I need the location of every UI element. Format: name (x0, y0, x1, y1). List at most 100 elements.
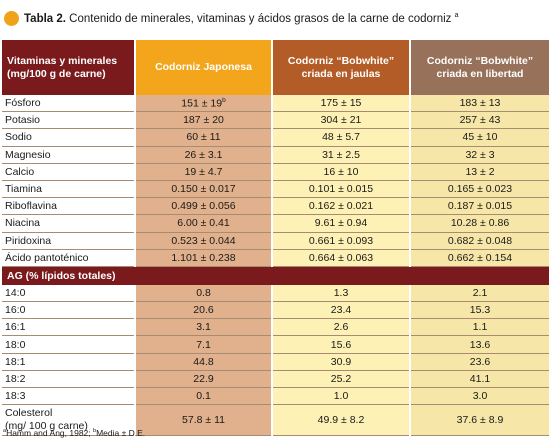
cell-bobwhite-libertad: 0.187 ± 0.015 (409, 197, 549, 216)
cell-japonesa: 187 ± 20 (134, 111, 272, 130)
cell-value: 60 ± 11 (186, 131, 221, 144)
cell-value: 1.101 ± 0.238 (171, 251, 236, 264)
cell-value: 151 ± 19 (181, 97, 223, 110)
footnote-note: Media ± D.E. (96, 428, 146, 438)
cell-bobwhite-jaulas: 0.661 ± 0.093 (271, 232, 410, 250)
table-row: 18:2 22.9 25.2 41.1 (2, 370, 549, 389)
cell-japonesa: 3.1 (134, 318, 272, 337)
cell-bobwhite-libertad: 1.1 (409, 318, 549, 337)
cell-japonesa: 1.101 ± 0.238 (134, 249, 272, 267)
title-superscript: a (454, 12, 459, 19)
cell-japonesa: 22.9 (134, 370, 272, 389)
row-label: Ácido pantoténico (2, 249, 135, 267)
bullet-dot-icon (4, 11, 19, 26)
cell-bobwhite-jaulas: 2.6 (271, 318, 410, 337)
row-label: Sodio (2, 128, 135, 147)
row-label: Piridoxina (2, 232, 135, 250)
cell-value: 6.00 ± 0.41 (177, 217, 230, 230)
cell-value: 187 ± 20 (183, 114, 224, 127)
cell-bobwhite-jaulas: 25.2 (271, 370, 410, 389)
footnote-source: Hamm and Ang, 1982; (6, 428, 94, 438)
table-row: Tiamina 0.150 ± 0.017 0.101 ± 0.015 0.165 ±… (2, 180, 549, 199)
cell-bobwhite-jaulas: 9.61 ± 0.94 (271, 214, 410, 233)
footnote-sup-a: a (3, 428, 7, 435)
cell-bobwhite-libertad: 41.1 (409, 370, 549, 389)
table-row: Piridoxina 0.523 ± 0.044 0.661 ± 0.093 0.68… (2, 232, 549, 250)
minerals-body: Fósforo 151 ± 19b 175 ± 15 183 ± 13 Potasio 1… (2, 95, 549, 267)
table-row: Magnesio 26 ± 3.1 31 ± 2.5 32 ± 3 (2, 146, 549, 164)
cell-bobwhite-jaulas: 49.9 ± 8.2 (271, 404, 410, 437)
title-caption: Contenido de minerales, vitaminas y ácid… (69, 12, 452, 25)
cell-value: 3.1 (196, 321, 211, 334)
cell-japonesa: 0.1 (134, 387, 272, 406)
table-row: Calcio 19 ± 4.7 16 ± 10 13 ± 2 (2, 163, 549, 181)
table-row: 14:0 0.8 1.3 2.1 (2, 284, 549, 303)
colesterol-body: Colesterol (mg/ 100 g carne) 57.8 ± 11 49… (2, 404, 549, 437)
row-label: 18:2 (2, 370, 135, 389)
row-label: 18:3 (2, 387, 135, 406)
cell-bobwhite-jaulas: 16 ± 10 (271, 163, 410, 181)
cell-japonesa: 60 ± 11 (134, 128, 272, 147)
colesterol-unit: (mg/ 100 g carne) (5, 420, 88, 433)
row-label: 14:0 (2, 284, 135, 303)
cell-value: 0.523 ± 0.044 (171, 234, 236, 247)
ag-section: AG (% lípidos totales) (2, 266, 549, 285)
row-label: Fósforo (2, 95, 135, 113)
cell-japonesa: 20.6 (134, 301, 272, 320)
table-row: Ácido pantoténico 1.101 ± 0.238 0.664 ± 0.… (2, 249, 549, 267)
cell-value: 0.499 ± 0.056 (171, 200, 236, 213)
cell-japonesa: 44.8 (134, 353, 272, 371)
row-label: Colesterol (mg/ 100 g carne) (2, 404, 135, 437)
cell-bobwhite-libertad: 15.3 (409, 301, 549, 320)
row-label: Tiamina (2, 180, 135, 199)
cell-value: 0.1 (196, 390, 211, 403)
nutrient-table: Vitaminas y minerales (mg/100 g de carne… (2, 40, 549, 437)
cell-bobwhite-jaulas: 304 ± 21 (271, 111, 410, 130)
header-bobwhite-jaulas: Codorniz “Bobwhite” criada en jaulas (271, 40, 410, 95)
cell-value: 26 ± 3.1 (184, 148, 223, 161)
cell-bobwhite-jaulas: 31 ± 2.5 (271, 146, 410, 164)
cell-value: 0.8 (196, 286, 211, 299)
cell-bobwhite-jaulas: 175 ± 15 (271, 95, 410, 113)
row-label: Potasio (2, 111, 135, 130)
table-row: 18:1 44.8 30.9 23.6 (2, 353, 549, 371)
table-row: Riboflavina 0.499 ± 0.056 0.162 ± 0.021 0.1… (2, 197, 549, 216)
cell-value: 19 ± 4.7 (184, 165, 223, 178)
cell-bobwhite-jaulas: 0.101 ± 0.015 (271, 180, 410, 199)
cell-bobwhite-libertad: 0.682 ± 0.048 (409, 232, 549, 250)
header-row: Vitaminas y minerales (mg/100 g de carne… (2, 40, 549, 95)
cell-japonesa: 0.523 ± 0.044 (134, 232, 272, 250)
cell-bobwhite-libertad: 13.6 (409, 335, 549, 354)
cell-japonesa: 6.00 ± 0.41 (134, 214, 272, 233)
table-row: Potasio 187 ± 20 304 ± 21 257 ± 43 (2, 111, 549, 130)
row-label: 18:0 (2, 335, 135, 354)
cell-bobwhite-jaulas: 15.6 (271, 335, 410, 354)
cell-bobwhite-jaulas: 1.3 (271, 284, 410, 303)
cell-value: 7.1 (196, 338, 211, 351)
cell-japonesa: 0.499 ± 0.056 (134, 197, 272, 216)
cell-bobwhite-jaulas: 0.162 ± 0.021 (271, 197, 410, 216)
ag-section-header: AG (% lípidos totales) (2, 266, 549, 285)
cell-bobwhite-jaulas: 23.4 (271, 301, 410, 320)
cell-value: 44.8 (193, 355, 214, 368)
table-title: Tabla 2. Contenido de minerales, vitamin… (0, 0, 550, 38)
cell-bobwhite-libertad: 0.165 ± 0.023 (409, 180, 549, 199)
table-row: 16:1 3.1 2.6 1.1 (2, 318, 549, 337)
header-bobwhite-libertad: Codorniz “Bobwhite” criada en libertad (409, 40, 549, 95)
row-label: 18:1 (2, 353, 135, 371)
cell-japonesa: 0.8 (134, 284, 272, 303)
cell-bobwhite-libertad: 183 ± 13 (409, 95, 549, 113)
table-row: 18:3 0.1 1.0 3.0 (2, 387, 549, 406)
cell-bobwhite-jaulas: 30.9 (271, 353, 410, 371)
table-row: 18:0 7.1 15.6 13.6 (2, 335, 549, 354)
cell-bobwhite-libertad: 3.0 (409, 387, 549, 406)
cell-bobwhite-libertad: 10.28 ± 0.86 (409, 214, 549, 233)
cell-japonesa: 19 ± 4.7 (134, 163, 272, 181)
cell-value: 22.9 (193, 372, 214, 385)
footnote: aHamm and Ang, 1982; bMedia ± D.E. (3, 428, 145, 438)
cell-value: 20.6 (193, 304, 214, 317)
cell-bobwhite-libertad: 23.6 (409, 353, 549, 371)
cell-superscript: b (222, 96, 226, 104)
cell-bobwhite-libertad: 37.6 ± 8.9 (409, 404, 549, 437)
footnote-sup-b: b (93, 428, 97, 435)
